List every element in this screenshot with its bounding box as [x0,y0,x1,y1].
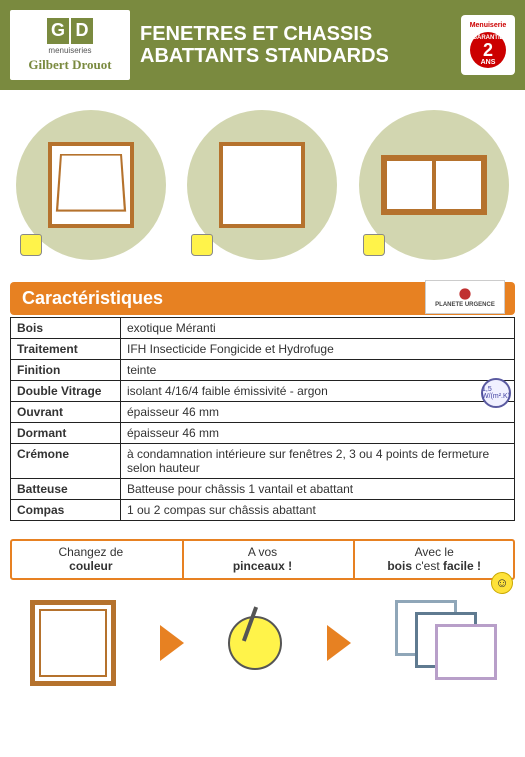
bottom-text: Changez de [58,545,123,559]
smiley-icon: ☺ [491,572,513,594]
bottom-labels: Changez de couleur A vos pinceaux ! Avec… [10,539,515,580]
uw-label: 1,5 W/(m².K) [482,386,510,400]
paint-can-icon [20,234,42,256]
planete-label: PLANETE URGENCE [435,302,495,308]
bottom-text-bold: couleur [69,559,112,573]
uw-coefficient-badge: 1,5 W/(m².K) [481,378,511,408]
spec-value: à condamnation intérieure sur fenêtres 2… [121,444,515,479]
product-row [0,90,525,280]
bottom-text: Avec le [415,545,454,559]
spec-value: Batteuse pour châssis 1 vantail et abatt… [121,479,515,500]
spec-key: Bois [11,318,121,339]
bottom-col-couleur: Changez de couleur [12,541,170,578]
bottom-col-bois: Avec le bois c'est facile ! [353,541,513,578]
spec-key: Traitement [11,339,121,360]
spec-value: épaisseur 46 mm [121,423,515,444]
warranty-unit: ANS [481,59,496,66]
planete-urgence-badge: PLANETE URGENCE [425,280,505,314]
spec-value: teinte [121,360,515,381]
title-line2: ABATTANTS STANDARDS [140,45,451,67]
specs-tbody: Boisexotique Méranti TraitementIFH Insec… [11,318,515,521]
logo-letter-d: D [71,18,93,44]
specs-table: Boisexotique Méranti TraitementIFH Insec… [10,317,515,521]
bottom-col-pinceaux: A vos pinceaux ! [182,541,342,578]
mini-window-icon [30,600,116,686]
paint-can-icon [191,234,213,256]
spec-value: exotique Méranti [121,318,515,339]
warranty-circle: GARANTIE 2 ANS [470,32,506,68]
product-2vantaux [359,110,509,260]
table-row: Compas1 ou 2 compas sur châssis abattant [11,500,515,521]
header: G D menuiseries Gilbert Drouot FENETRES … [0,0,525,90]
table-row: Crémoneà condamnation intérieure sur fen… [11,444,515,479]
window-single-icon [219,142,305,228]
logo-name: Gilbert Drouot [28,57,111,73]
spec-key: Compas [11,500,121,521]
spec-value: 1 ou 2 compas sur châssis abattant [121,500,515,521]
brand-logo: G D menuiseries Gilbert Drouot [10,10,130,80]
window-double-icon [381,155,487,215]
bottom-text-bold: pinceaux ! [233,559,292,573]
table-row: Boisexotique Méranti [11,318,515,339]
spec-value: IFH Insecticide Fongicide et Hydrofuge [121,339,515,360]
table-row: Double Vitrageisolant 4/16/4 faible émis… [11,381,515,402]
product-1vantail [187,110,337,260]
bottom-illustration [10,600,515,686]
arrow-right-icon [327,625,351,661]
section-title-text: Caractéristiques [22,288,163,308]
paint-pot-icon [228,616,282,670]
spec-key: Ouvrant [11,402,121,423]
logo-subtitle: menuiseries [48,46,91,55]
table-row: Dormantépaisseur 46 mm [11,423,515,444]
table-row: TraitementIFH Insecticide Fongicide et H… [11,339,515,360]
page-title: FENETRES ET CHASSIS ABATTANTS STANDARDS [140,23,451,67]
spec-value: isolant 4/16/4 faible émissivité - argon [121,381,515,402]
spec-key: Finition [11,360,121,381]
warranty-top: Menuiserie [470,22,507,29]
spec-key: Double Vitrage [11,381,121,402]
bottom-text: A vos [248,545,277,559]
warranty-number: 2 [483,41,493,59]
spec-key: Batteuse [11,479,121,500]
color-swatches [395,600,495,686]
table-row: BatteuseBatteuse pour châssis 1 vantail … [11,479,515,500]
section-title-caracteristiques: Caractéristiques PLANETE URGENCE [10,282,515,315]
bottom-text: c'est [412,559,443,573]
bottom-section: Changez de couleur A vos pinceaux ! Avec… [10,539,515,686]
bottom-text-bold: bois [387,559,412,573]
logo-letter-g: G [47,18,69,44]
title-line1: FENETRES ET CHASSIS [140,23,451,45]
product-abattant [16,110,166,260]
warranty-badge: Menuiserie GARANTIE 2 ANS [461,15,515,75]
arrow-right-icon [160,625,184,661]
spec-value: épaisseur 46 mm [121,402,515,423]
table-row: Finitionteinte [11,360,515,381]
bottom-text-bold: facile ! [443,559,481,573]
spec-key: Crémone [11,444,121,479]
window-abattant-icon [48,142,134,228]
spec-key: Dormant [11,423,121,444]
paint-can-icon [363,234,385,256]
swatch-icon [435,624,497,680]
table-row: Ouvrantépaisseur 46 mm [11,402,515,423]
